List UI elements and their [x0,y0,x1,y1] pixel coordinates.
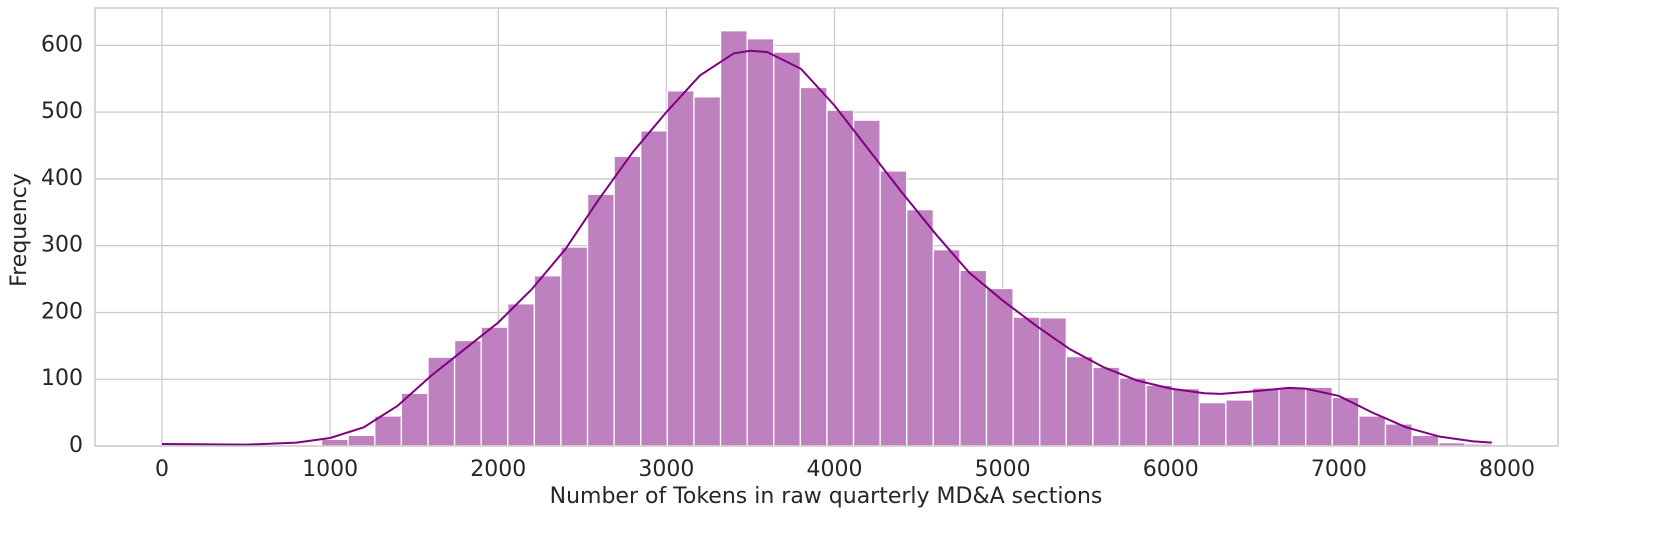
x-tick-label: 4000 [807,457,863,482]
bar [1251,387,1280,447]
kde-line [161,49,1492,446]
x-tick-label: 7000 [1311,457,1367,482]
plot-frame [94,7,1559,447]
y-tick-label: 0 [69,433,83,458]
bar [640,130,669,447]
y-tick-label: 300 [41,233,83,258]
y-tick-label: 100 [41,366,83,391]
bar [1358,415,1387,447]
bar [1172,387,1200,447]
bar [959,269,988,447]
bar [666,90,695,447]
bar [480,326,509,447]
bar [985,287,1014,447]
bar [932,249,961,447]
bar [1225,399,1254,447]
x-axis-label: Number of Tokens in raw quarterly MD&A s… [550,484,1103,509]
bar [1012,316,1041,447]
x-tick-label: 2000 [470,457,526,482]
bar [1278,387,1307,447]
bar [533,275,562,447]
bar [453,339,482,447]
bar [773,51,801,447]
bar [1065,355,1094,447]
bar [746,38,775,447]
bar [560,246,589,447]
y-tick-label: 200 [41,299,83,324]
bar [799,86,828,447]
bar [906,208,934,447]
x-tick-label: 0 [155,457,169,482]
bar [1305,386,1333,447]
y-axis-label: Frequency [7,173,32,287]
bar [1145,384,1174,447]
bar [719,30,748,447]
bar [320,438,349,447]
y-tick-label: 400 [41,166,83,191]
x-tick-label: 8000 [1479,457,1535,482]
x-tick-label: 1000 [302,457,358,482]
bar [1118,377,1147,447]
bar [852,119,881,447]
bar [347,434,376,447]
bar [1198,401,1227,447]
bar [613,155,642,447]
bar [586,193,615,447]
bar [1411,434,1440,447]
y-tick-label: 600 [41,32,83,57]
bar [1092,366,1121,447]
bar [427,356,456,447]
bar [693,96,722,447]
bar [879,170,908,447]
x-tick-label: 6000 [1143,457,1199,482]
bar [826,109,855,447]
x-tick-label: 3000 [638,457,694,482]
bar [507,303,536,447]
y-tick-label: 500 [41,99,83,124]
x-tick-label: 5000 [975,457,1031,482]
bar [400,392,429,447]
bar [374,415,403,447]
